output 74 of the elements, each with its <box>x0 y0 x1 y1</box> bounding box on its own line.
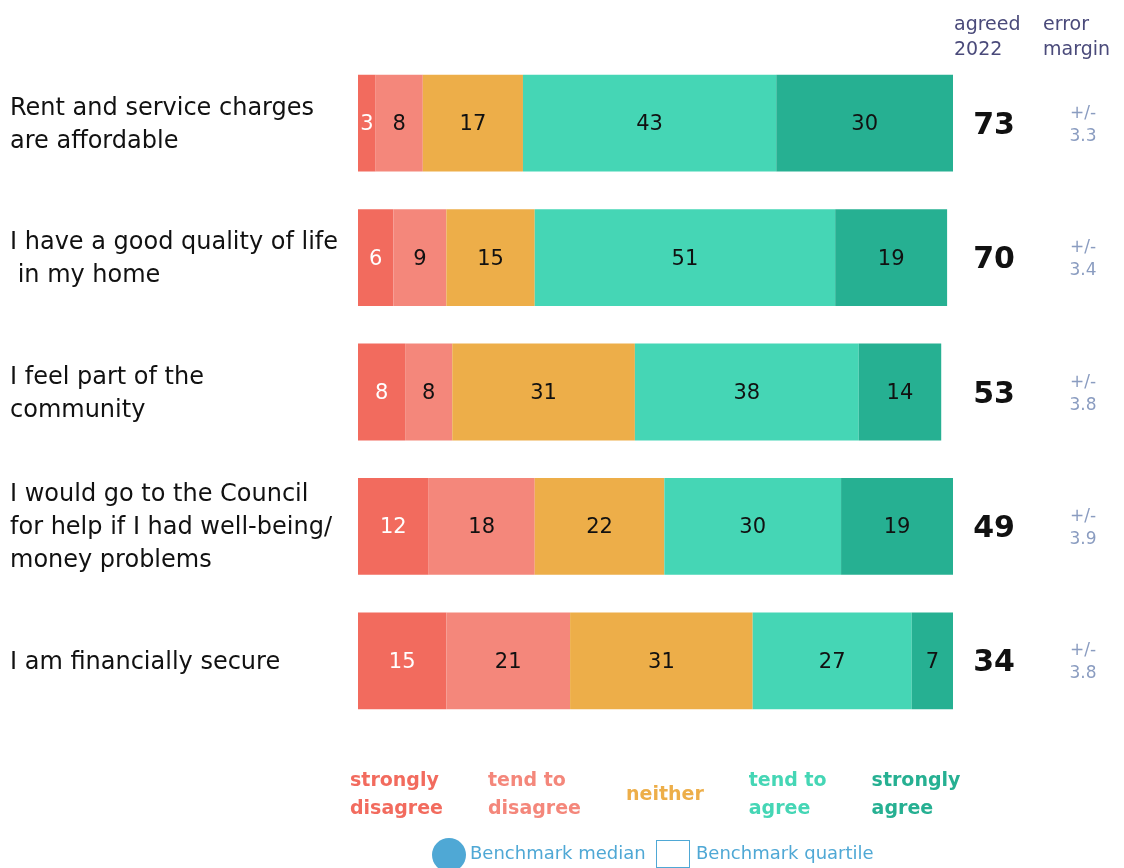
bar <box>446 612 571 710</box>
text: Benchmark median <box>470 841 646 863</box>
data-label: 31 <box>530 380 557 404</box>
text: 53 <box>973 374 1015 410</box>
data-label: 21 <box>494 648 522 673</box>
data-label: 19 <box>883 514 911 539</box>
bar <box>405 343 453 441</box>
bar <box>858 343 942 441</box>
text: tend to agree <box>748 768 827 818</box>
bar <box>358 478 429 575</box>
text: +/- 3.8 <box>1069 639 1097 683</box>
data-label: 17 <box>459 111 487 136</box>
data-label: 9 <box>413 245 427 270</box>
data-label: 6 <box>368 245 383 270</box>
data-label: 31 <box>648 648 675 673</box>
data-label: 15 <box>477 245 504 270</box>
text: Benchmark quartile <box>696 841 874 863</box>
text: neither <box>625 782 705 804</box>
data-label: 22 <box>586 514 613 539</box>
data-label: 8 <box>392 111 406 136</box>
y-tick-label: I feel part of the community <box>10 361 212 423</box>
text: +/- 3.3 <box>1069 101 1097 145</box>
data-label: 14 <box>886 380 914 404</box>
data-label: 38 <box>733 380 761 404</box>
data-label: 51 <box>671 245 699 270</box>
text: tend to disagree <box>487 768 581 818</box>
text: strongly disagree <box>350 768 443 818</box>
bar <box>634 343 859 441</box>
data-label: 3 <box>360 111 374 136</box>
data-label: 7 <box>925 648 940 673</box>
bar <box>664 478 842 575</box>
bar <box>534 478 665 575</box>
bar <box>358 343 406 441</box>
text: +/- 3.4 <box>1069 236 1097 280</box>
y-tick-label: Rent and service charges are affordable <box>10 92 322 154</box>
data-label: 19 <box>877 245 905 270</box>
text: strongly agree <box>871 768 962 818</box>
bar <box>522 74 777 172</box>
data-label: 30 <box>739 514 767 539</box>
bar <box>835 209 948 306</box>
bar <box>393 209 447 306</box>
bar <box>422 74 523 172</box>
text: +/- 3.8 <box>1069 370 1097 414</box>
bar <box>358 74 376 172</box>
data-label: 27 <box>818 648 846 673</box>
data-label: 30 <box>851 111 878 136</box>
text: agreed 2022 <box>954 11 1021 59</box>
bar <box>570 612 753 710</box>
bar <box>358 209 394 306</box>
bar <box>911 612 953 710</box>
data-label: 15 <box>388 648 416 673</box>
bar <box>428 478 535 575</box>
data-label: 8 <box>422 380 436 404</box>
bar <box>841 478 953 575</box>
bar <box>375 74 423 172</box>
text: 73 <box>973 105 1015 141</box>
text: 49 <box>973 508 1015 544</box>
text: 34 <box>973 643 1015 679</box>
data-label: 18 <box>468 514 496 539</box>
bar <box>776 74 953 172</box>
y-tick-label: I would go to the Council for help if I had well-being/money problems <box>10 479 333 574</box>
bar <box>752 612 912 710</box>
data-label: 12 <box>379 514 407 539</box>
bar <box>446 209 535 306</box>
text: 70 <box>973 240 1015 276</box>
bar <box>452 343 635 441</box>
data-label: 8 <box>374 380 389 404</box>
bar <box>358 612 447 710</box>
data-label: 43 <box>636 111 663 136</box>
y-tick-label: I have a good quality of life in my home <box>10 227 339 289</box>
text: error margin <box>1043 11 1111 59</box>
text: +/- 3.9 <box>1069 504 1097 548</box>
y-tick-label: I am financially secure <box>10 646 281 675</box>
bar <box>534 209 836 306</box>
